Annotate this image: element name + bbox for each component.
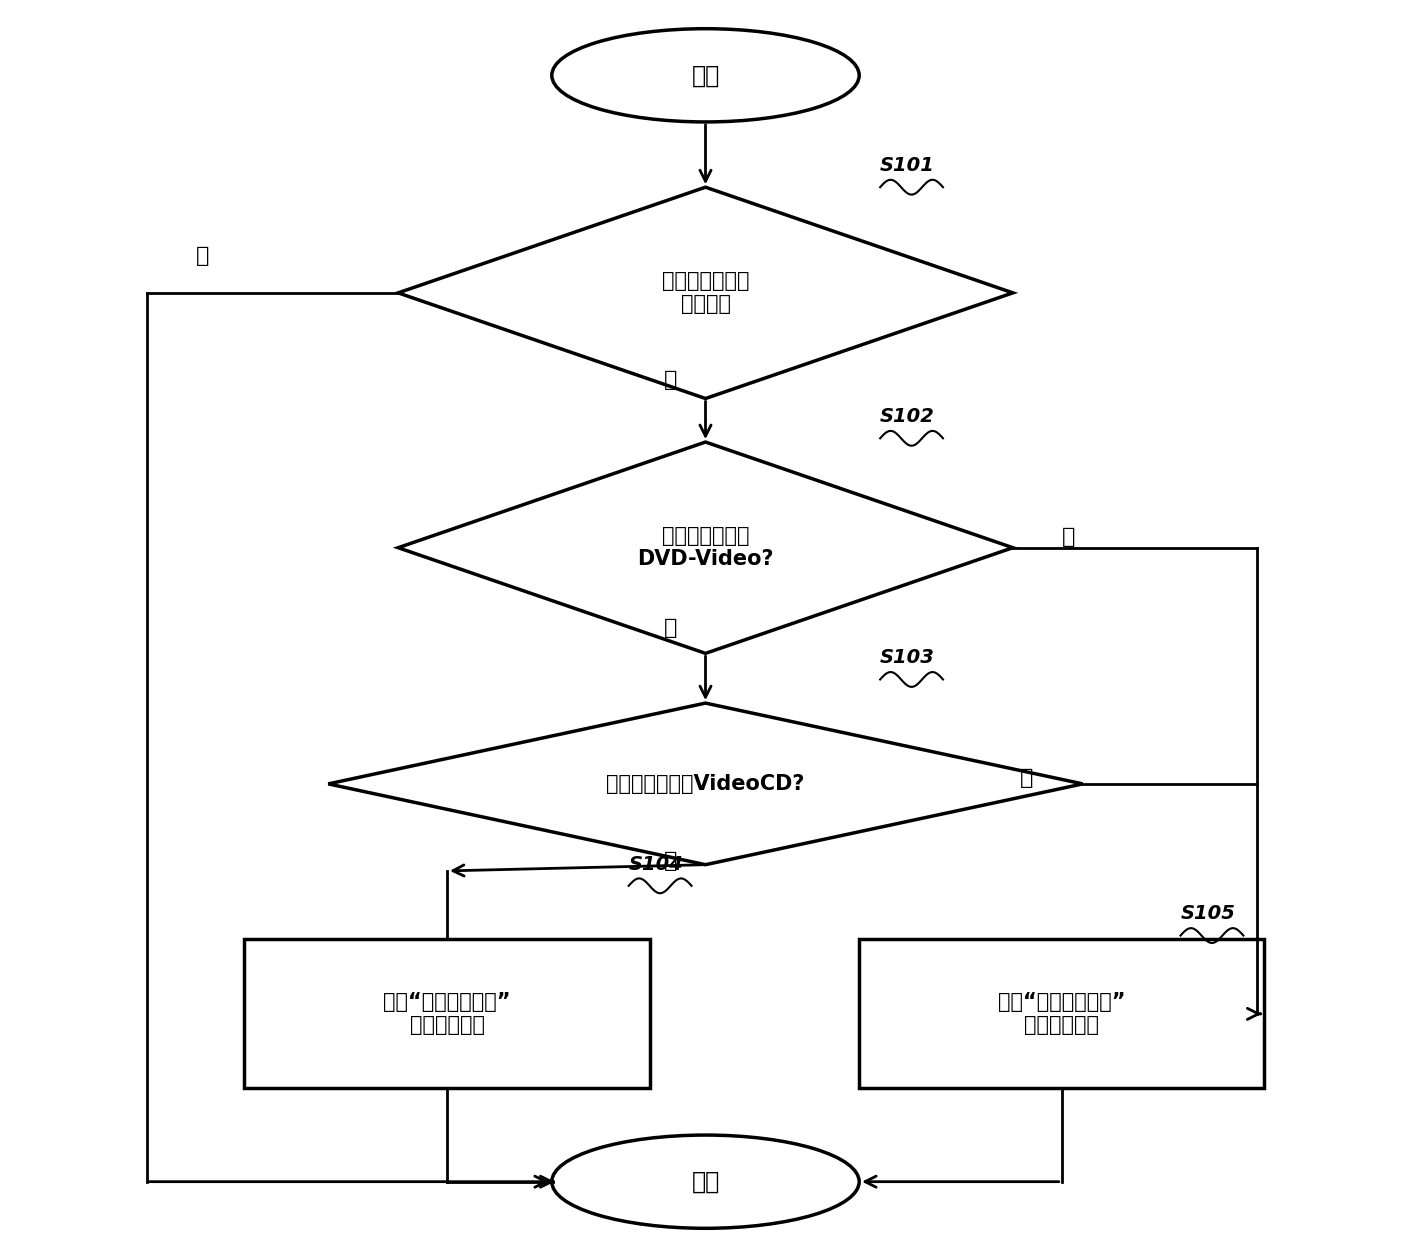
Text: 否: 否: [196, 245, 209, 265]
Text: 记录媒体是否是
DVD-Video?: 记录媒体是否是 DVD-Video?: [638, 527, 773, 569]
Text: 否: 否: [665, 618, 677, 639]
Text: 选择“成批传输方式”
作为传输方式: 选择“成批传输方式” 作为传输方式: [384, 992, 511, 1036]
Text: S104: S104: [629, 855, 683, 874]
Text: 是: 是: [665, 370, 677, 390]
Text: 是: 是: [1020, 768, 1033, 788]
Text: 是: 是: [1062, 527, 1075, 547]
Text: S101: S101: [880, 156, 935, 175]
Text: 开始: 开始: [691, 63, 720, 87]
Text: 选择“等时传输方式”
作为传输方式: 选择“等时传输方式” 作为传输方式: [998, 992, 1126, 1036]
Text: 否: 否: [665, 851, 677, 871]
Text: S102: S102: [880, 407, 935, 426]
Text: 记录媒体是否是VideoCD?: 记录媒体是否是VideoCD?: [607, 774, 804, 794]
Text: 记录媒体是否是
被设置？: 记录媒体是否是 被设置？: [662, 272, 749, 314]
Text: 结束: 结束: [691, 1170, 720, 1194]
Text: S105: S105: [1181, 905, 1236, 924]
Text: S103: S103: [880, 649, 935, 667]
